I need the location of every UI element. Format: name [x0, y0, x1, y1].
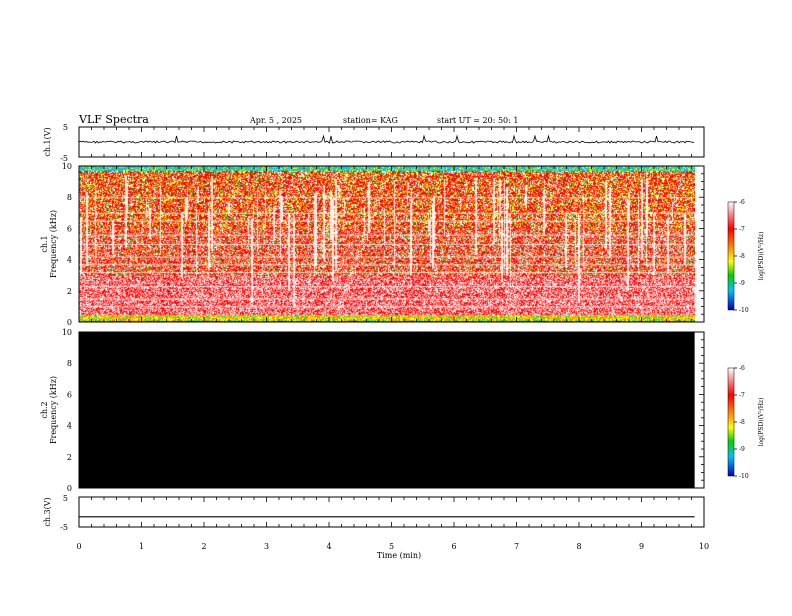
- station-label: station= KAG: [343, 116, 398, 125]
- y-tick-label: 2: [67, 287, 72, 296]
- x-tick-label: 1: [139, 542, 144, 551]
- ch1-ytick-top: 5: [63, 123, 68, 132]
- y-tick-label: 4: [67, 422, 72, 431]
- ch2-spec-ylabel-1: ch.2: [40, 401, 49, 418]
- time-axis: 0 1 2 3 4 5 6 7 8 9 10: [76, 127, 709, 551]
- ch2-spec-ylabel-2: Frequency (kHz): [49, 376, 58, 444]
- ch3-ytick-bottom: -5: [60, 523, 68, 532]
- x-tick-label: 4: [326, 542, 331, 551]
- figure-title: VLF Spectra: [78, 113, 149, 126]
- ch3-ylabel: ch.3(V): [43, 497, 52, 526]
- x-tick-label: 5: [389, 542, 394, 551]
- ch1-waveform-trace: [78, 134, 695, 144]
- colorbar-tick-label: -9: [739, 280, 745, 287]
- x-tick-label: 6: [451, 542, 456, 551]
- ch1-spec-ylabel-2: Frequency (kHz): [49, 210, 58, 278]
- colorbar-tick-label: -10: [739, 473, 749, 480]
- colorbar-tick-label: -8: [739, 419, 745, 426]
- y-tick-label: 8: [67, 193, 72, 202]
- colorbar-tick-label: -7: [739, 226, 745, 233]
- ch2-colorbar: -6 -7 -8 -9 -10 log(PSD)(V²/Hz): [727, 365, 765, 480]
- ch1-colorbar-label: log(PSD)(V²/Hz): [758, 232, 765, 281]
- y-tick-label: 2: [67, 453, 72, 462]
- y-tick-label: 6: [67, 224, 72, 233]
- x-tick-label: 3: [264, 542, 269, 551]
- ch2-colorbar-gradient: [727, 367, 735, 477]
- x-tick-label: 8: [576, 542, 581, 551]
- colorbar-tick-label: -6: [739, 365, 745, 372]
- y-tick-label: 0: [67, 484, 72, 493]
- colorbar-tick-label: -10: [739, 307, 749, 314]
- ch1-spec-ylabel-1: ch.1: [40, 235, 49, 252]
- x-tick-label: 2: [201, 542, 206, 551]
- start-time-label: start UT = 20: 50: 1: [437, 116, 518, 125]
- ch1-colorbar-gradient: [727, 201, 735, 311]
- time-axis-label: Time (min): [377, 551, 421, 560]
- y-tick-label: 4: [67, 256, 72, 265]
- x-tick-label: 7: [514, 542, 519, 551]
- ch1-colorbar: -6 -7 -8 -9 -10 log(PSD)(V²/Hz): [727, 199, 765, 314]
- x-tick-label: 0: [76, 542, 81, 551]
- ch2-spectrogram-panel: ch.2 Frequency (kHz) 0 2 4 6 8 10 -6 -7 -8 -9 -10…: [40, 328, 765, 493]
- colorbar-tick-label: -9: [739, 446, 745, 453]
- ch1-ytick-bottom: -5: [60, 154, 68, 163]
- ch2-colorbar-label: log(PSD)(V²/Hz): [758, 398, 765, 447]
- y-tick-label: 10: [62, 162, 72, 171]
- ch1-waveform-panel: ch.1(V) 5 -5: [43, 123, 705, 163]
- x-tick-label: 9: [639, 542, 644, 551]
- date-label: Apr. 5 , 2025: [249, 116, 302, 125]
- y-tick-label: 6: [67, 390, 72, 399]
- ch2-spectrogram-image: [79, 332, 695, 488]
- colorbar-tick-label: -6: [739, 199, 745, 206]
- x-tick-label: 10: [699, 542, 709, 551]
- ch1-spectrogram-raster: [79, 166, 695, 322]
- ch3-waveform-panel: ch.3(V) 5 -5: [43, 494, 705, 532]
- ch1-ylabel: ch.1(V): [43, 127, 52, 156]
- colorbar-tick-label: -8: [739, 253, 745, 260]
- ch3-ytick-top: 5: [63, 494, 68, 503]
- y-tick-label: 0: [67, 318, 72, 327]
- ch1-spectrogram-panel: ch.1 Frequency (kHz) 0 2 4 6 8 10 -6 -7 -8 -9 -10…: [40, 162, 765, 327]
- colorbar-tick-label: -7: [739, 392, 745, 399]
- ch1-spectrogram-image: [79, 166, 695, 322]
- y-tick-label: 8: [67, 359, 72, 368]
- y-tick-label: 10: [62, 328, 72, 337]
